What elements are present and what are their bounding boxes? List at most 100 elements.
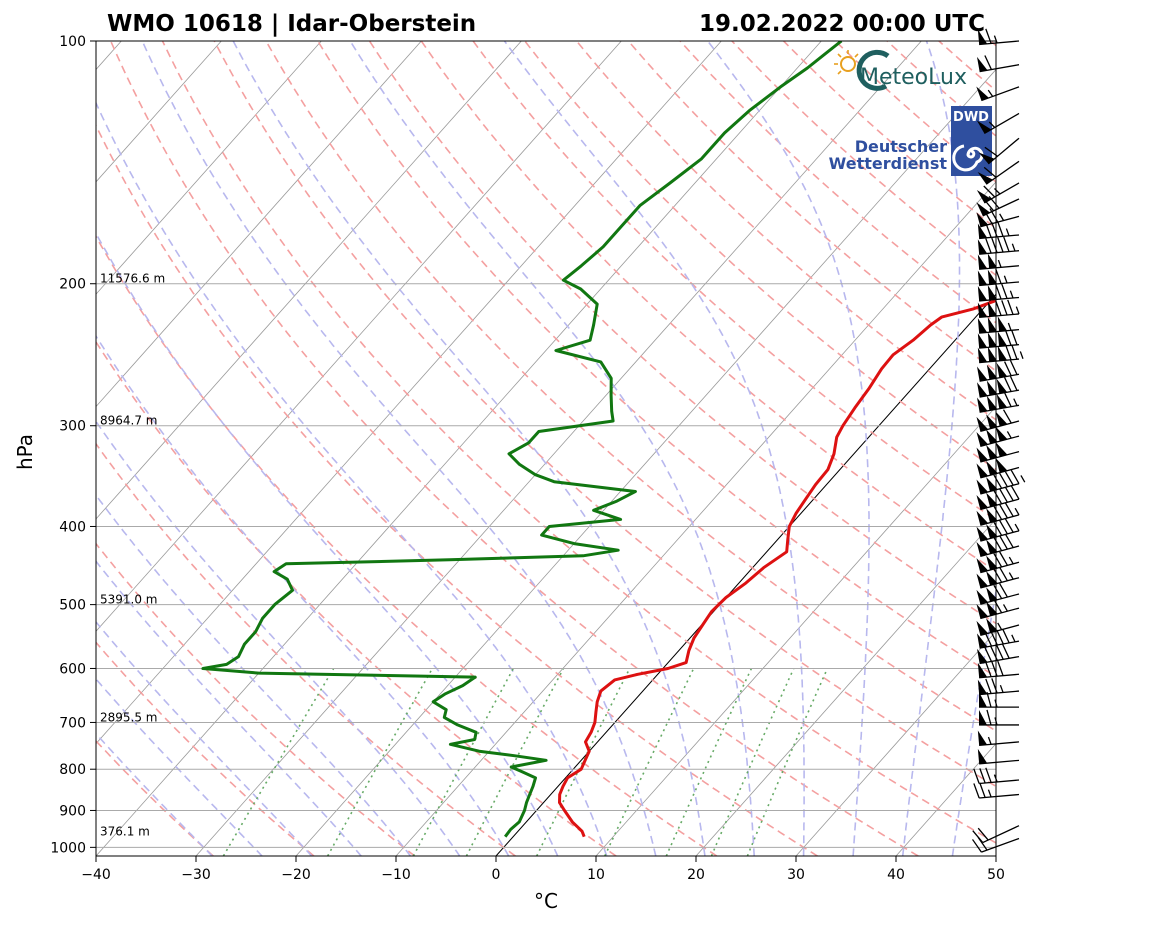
wind-barb [976, 583, 1020, 605]
spiral-icon [952, 144, 984, 172]
wind-barb [977, 392, 1020, 413]
barb-full [985, 28, 992, 44]
wind-barb [977, 730, 1020, 747]
dry-adiabat-line [96, 340, 617, 856]
isotherm-line [295, 68, 996, 856]
dry-adiabat-line [368, 41, 996, 625]
wind-barb [977, 283, 1020, 302]
barb-full [985, 678, 992, 694]
barb-full [973, 783, 980, 799]
barb-full [999, 488, 1008, 503]
barb-flag [997, 331, 1008, 347]
barb-half [997, 259, 1002, 268]
barb-full [993, 505, 1003, 520]
isotherm-line [96, 41, 822, 856]
barb-full [1005, 344, 1012, 360]
wind-barb [979, 691, 1019, 708]
barb-flag [976, 479, 989, 495]
barb-full [1002, 628, 1010, 644]
barb-full [1004, 486, 1014, 502]
wind-barb [976, 86, 1020, 102]
barb-flag [996, 378, 1008, 394]
wind-barb [976, 112, 1020, 135]
barb-half [1011, 634, 1016, 643]
wind-barb [977, 253, 1020, 270]
isobar-grid [96, 41, 996, 848]
barb-half [1020, 475, 1026, 483]
dry-adiabat-line [96, 442, 516, 856]
plot-frame [95, 40, 997, 857]
barb-full [1004, 471, 1014, 486]
dry-adiabat-line [96, 641, 315, 856]
barb-flag [976, 510, 989, 526]
barb-full [983, 185, 996, 198]
y-tick-label: 500 [59, 598, 86, 614]
barb-flag [977, 286, 988, 301]
barb-flag [986, 429, 998, 444]
barb-flag [995, 411, 1008, 427]
barb-full [991, 237, 998, 253]
barb-full [972, 830, 984, 844]
dwd-name-line1: Deutscher [855, 137, 947, 156]
barb-full [986, 691, 992, 708]
dry-adiabat-line [627, 41, 996, 372]
wind-barb [973, 782, 1020, 799]
barb-half [994, 699, 998, 708]
height-label: 2895.5 m [100, 710, 158, 724]
barb-flag [986, 555, 998, 570]
barb-staff [979, 759, 1020, 765]
barb-staff [987, 137, 1020, 165]
barb-full [1004, 533, 1014, 548]
moist-adiabat-line [349, 41, 756, 856]
barb-flag [986, 460, 998, 476]
barb-flag [987, 269, 998, 285]
barb-flag [976, 603, 989, 619]
isotherm-line [195, 41, 922, 856]
barb-flag [977, 29, 988, 45]
barb-half [1008, 556, 1014, 565]
barb-full [1002, 409, 1012, 424]
zero-isotherm [495, 293, 996, 856]
barb-full [971, 839, 982, 853]
moist-adiabat-line [96, 620, 313, 856]
barb-flag [986, 524, 998, 539]
mixing-ratio-line [465, 668, 565, 856]
barb-full [1007, 299, 1014, 315]
barb-full [990, 646, 998, 661]
moist-adiabat-line [96, 560, 363, 856]
moist-adiabat-line [96, 334, 510, 856]
barb-half [1014, 507, 1020, 516]
barb-full [993, 568, 1003, 583]
x-tick-label: −20 [281, 867, 311, 883]
barb-half [1014, 523, 1020, 532]
barb-flag [977, 270, 988, 286]
wind-barb [977, 360, 1020, 382]
barb-flag [976, 463, 989, 478]
barb-staff [979, 673, 1020, 679]
wind-barb [976, 409, 1020, 433]
dry-adiabat-line [420, 41, 996, 573]
x-tick-label: −10 [381, 867, 411, 883]
moist-adiabat-line [503, 41, 805, 856]
wind-barb [977, 376, 1020, 398]
barb-full [1003, 377, 1012, 392]
x-tick-label: 10 [587, 867, 605, 883]
height-label: 8964.7 m [100, 414, 158, 428]
barb-full [993, 584, 1003, 599]
moist-adiabat-line [901, 41, 961, 856]
barb-flag [997, 316, 1008, 332]
dry-adiabat-line [96, 235, 718, 856]
barb-staff [982, 825, 1020, 844]
barb-half [993, 774, 998, 783]
barb-full [991, 222, 998, 238]
barb-flag [986, 380, 998, 396]
dry-adiabat-line [317, 41, 996, 678]
barb-full [977, 827, 989, 841]
barb-full [1003, 361, 1012, 376]
wind-barb [977, 748, 1020, 765]
station-title: WMO 10618 | Idar-Oberstein [107, 11, 476, 37]
wind-barb [976, 598, 1020, 620]
y-axis: 1000 900 800 700 600 500 400 300 200 100 [50, 34, 96, 856]
moist-adiabat-line [96, 732, 214, 856]
barb-full [996, 645, 1004, 660]
